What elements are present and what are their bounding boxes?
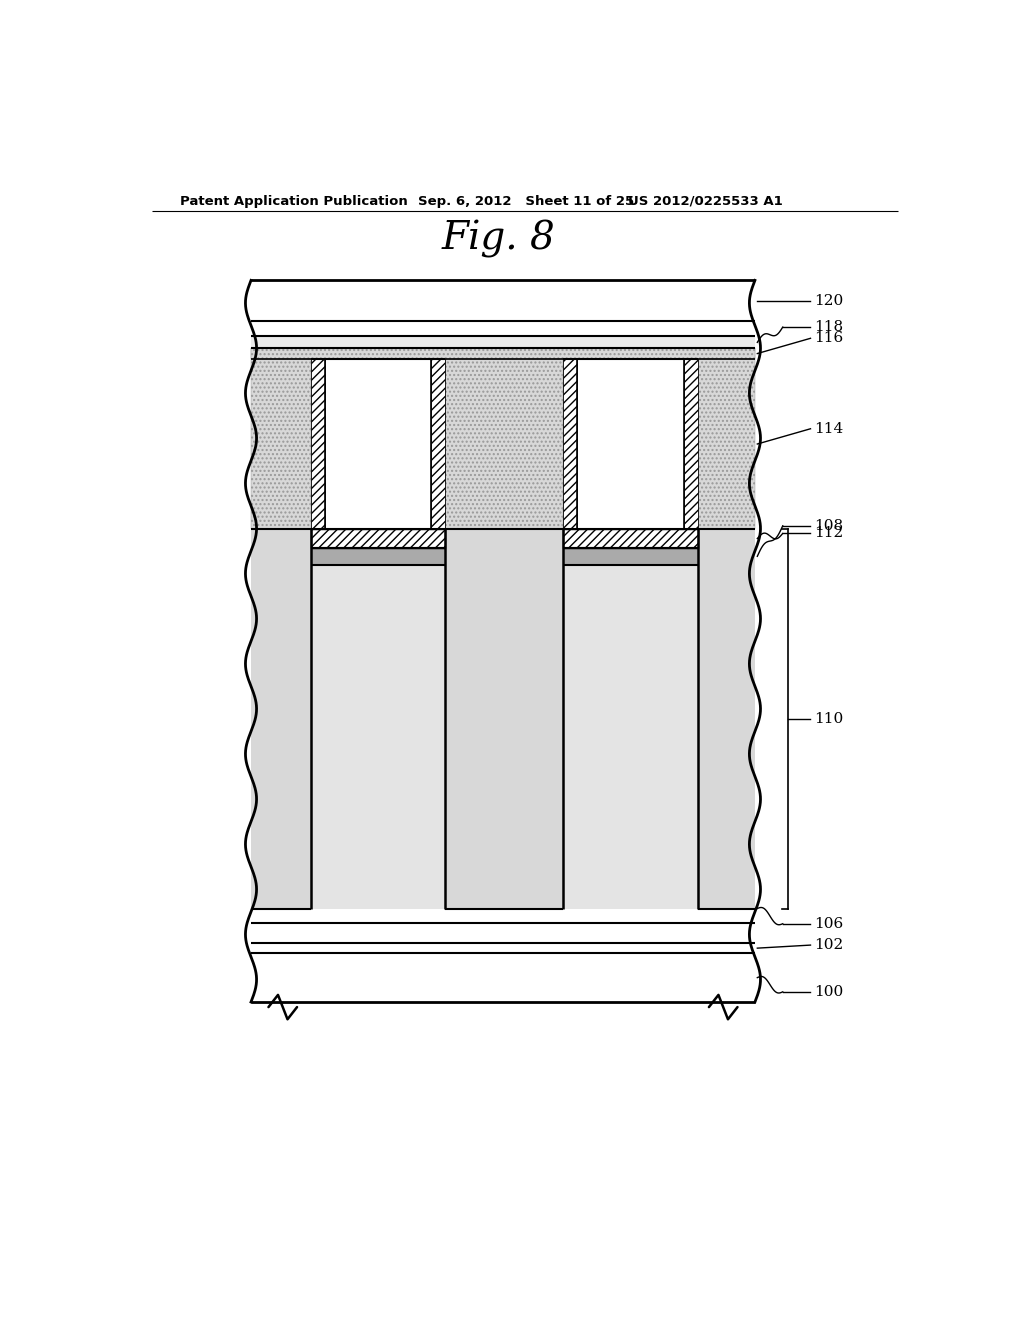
Text: 102: 102 bbox=[814, 939, 844, 952]
Bar bbox=[563, 529, 697, 548]
Bar bbox=[310, 548, 445, 565]
Bar bbox=[697, 348, 755, 529]
Bar bbox=[310, 529, 445, 548]
Text: 114: 114 bbox=[814, 422, 844, 436]
Bar bbox=[563, 565, 697, 908]
Bar bbox=[310, 565, 445, 908]
Text: 120: 120 bbox=[814, 293, 844, 308]
Bar bbox=[578, 359, 683, 529]
Bar bbox=[251, 953, 755, 1002]
Text: 110: 110 bbox=[814, 711, 844, 726]
Bar bbox=[445, 529, 563, 908]
Bar bbox=[251, 923, 755, 942]
Bar bbox=[251, 348, 310, 529]
Text: 118: 118 bbox=[814, 321, 844, 334]
Bar bbox=[251, 942, 755, 953]
Bar bbox=[251, 280, 755, 337]
Bar bbox=[445, 348, 563, 529]
Text: Sep. 6, 2012   Sheet 11 of 25: Sep. 6, 2012 Sheet 11 of 25 bbox=[418, 194, 634, 207]
Bar bbox=[431, 359, 445, 529]
Text: 100: 100 bbox=[814, 985, 844, 999]
Bar bbox=[563, 359, 578, 529]
Bar bbox=[251, 348, 755, 359]
Text: 116: 116 bbox=[814, 331, 844, 346]
Bar bbox=[697, 529, 755, 908]
Bar bbox=[251, 337, 755, 348]
Text: 112: 112 bbox=[814, 527, 844, 540]
Bar bbox=[684, 359, 697, 529]
Text: Patent Application Publication: Patent Application Publication bbox=[179, 194, 408, 207]
Text: Fig. 8: Fig. 8 bbox=[441, 219, 555, 257]
Bar bbox=[563, 548, 697, 565]
Text: 108: 108 bbox=[814, 519, 844, 533]
Text: 106: 106 bbox=[814, 917, 844, 931]
Bar bbox=[310, 359, 325, 529]
Bar bbox=[325, 359, 431, 529]
Bar bbox=[251, 348, 755, 529]
Bar bbox=[251, 529, 310, 908]
Bar bbox=[251, 348, 755, 359]
Text: US 2012/0225533 A1: US 2012/0225533 A1 bbox=[628, 194, 782, 207]
